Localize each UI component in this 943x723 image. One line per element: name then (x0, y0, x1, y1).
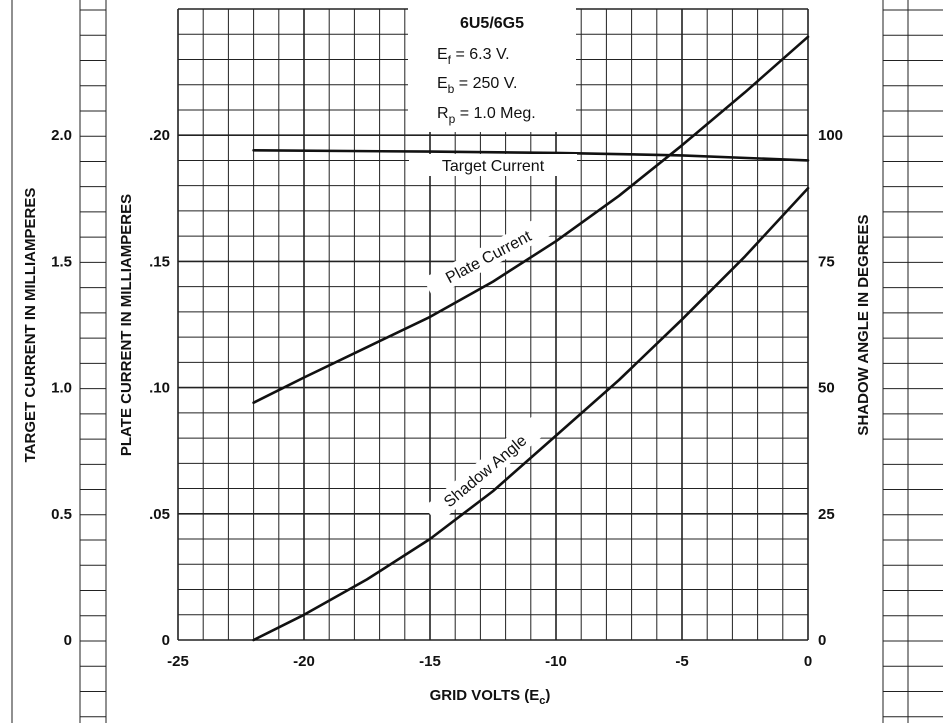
y-target-tick-label: 1.5 (51, 253, 72, 270)
target-current-curve (252, 149, 810, 162)
y-plate-tick-label: 0 (162, 632, 170, 649)
y-shadow-tick-label: 25 (818, 506, 835, 523)
y-axis-label-target: TARGET CURRENT IN MILLIAMPERES (22, 188, 39, 463)
condition-plate-resistor: Rp = 1.0 Meg. (437, 105, 536, 126)
y-target-tick-label: 0.5 (51, 506, 72, 523)
chart-title: 6U5/6G5 (460, 15, 524, 32)
y-target-tick-label: 2.0 (51, 127, 72, 144)
y-plate-tick-label: .15 (149, 253, 170, 270)
y-axis-label-plate: PLATE CURRENT IN MILLIAMPERES (118, 194, 135, 456)
y-target-tick-label: 1.0 (51, 380, 72, 397)
tick-labels: -25 -20 -15 -10 -5 000.51.01.52.00.05.10.15.2… (51, 127, 843, 670)
y-shadow-tick-label: 100 (818, 127, 843, 144)
condition-plate-voltage: Eb = 250 V. (437, 75, 517, 96)
shadow-angle-curve (252, 186, 810, 642)
series-label-target-current: Target Current (442, 158, 545, 175)
y-shadow-tick-label: 75 (818, 253, 835, 270)
x-axis-label: GRID VOLTS (Ec) (430, 687, 551, 707)
x-tick-label: -20 (293, 653, 315, 670)
shadow-angle-label-group: Shadow Angle (424, 417, 546, 524)
x-tick-label: 0 (804, 653, 812, 670)
plate-current-curve (252, 35, 810, 405)
x-tick-label: -15 (419, 653, 441, 670)
target-current-label-group: Target Current (409, 154, 577, 176)
curves (252, 35, 810, 642)
y-plate-tick-label: .05 (149, 506, 170, 523)
y-shadow-tick-label: 50 (818, 380, 835, 397)
condition-filament: Ef = 6.3 V. (437, 46, 510, 67)
y-plate-tick-label: .10 (149, 380, 170, 397)
y-shadow-tick-label: 0 (818, 632, 826, 649)
y-plate-tick-label: .20 (149, 127, 170, 144)
x-tick-label: -5 (675, 653, 688, 670)
x-tick-label: -25 (167, 653, 189, 670)
y-target-tick-label: 0 (64, 632, 72, 649)
x-tick-label: -10 (545, 653, 567, 670)
info-box (408, 8, 576, 132)
y-axis-label-shadow: SHADOW ANGLE IN DEGREES (855, 214, 872, 435)
